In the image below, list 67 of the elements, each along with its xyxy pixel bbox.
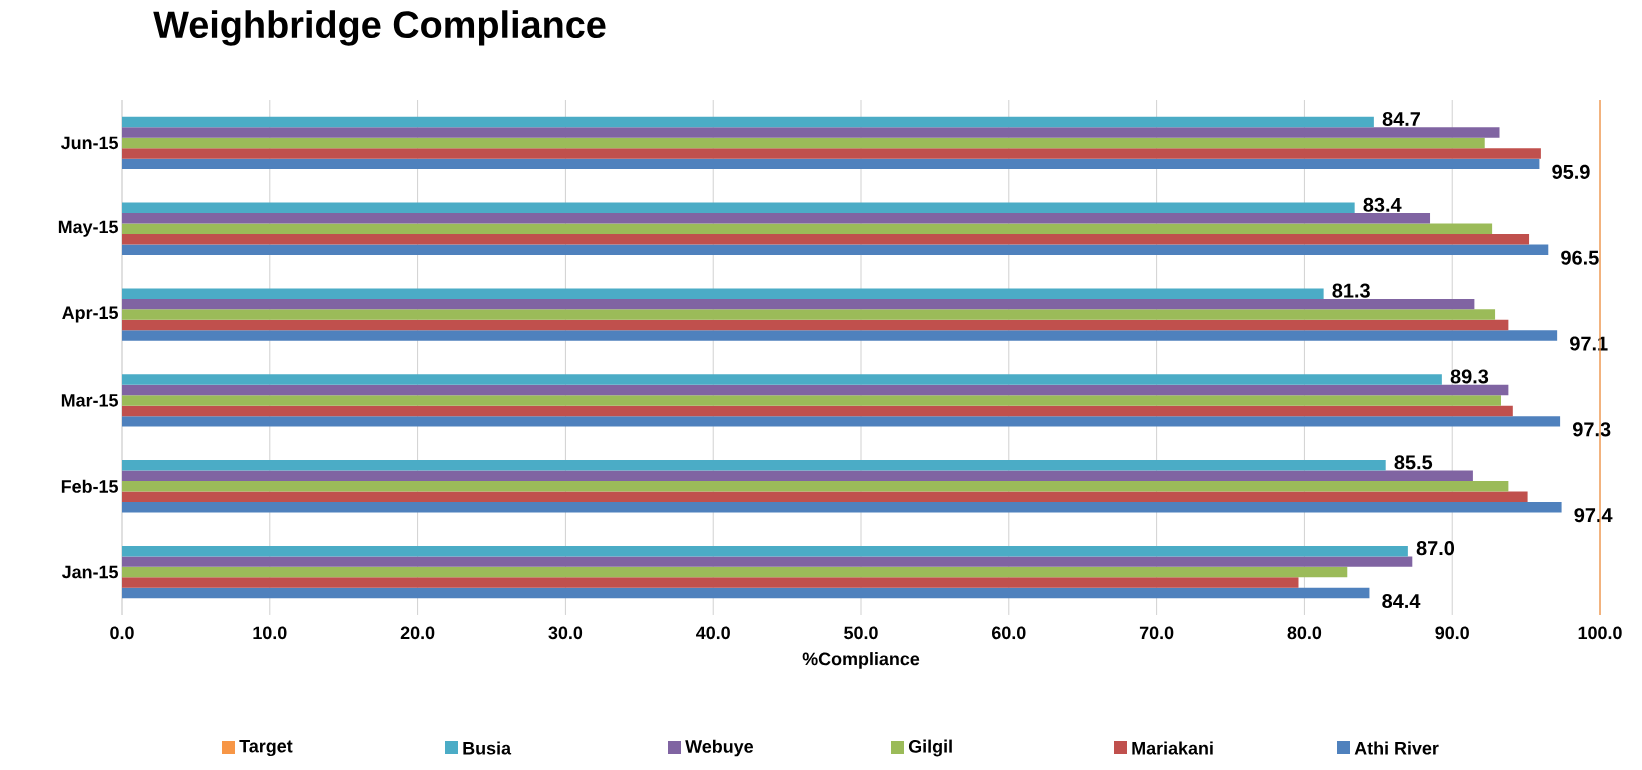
bar	[122, 460, 1386, 471]
x-tick-label: 80.0	[1287, 626, 1322, 640]
x-tick-label: 30.0	[548, 626, 583, 640]
x-tick-label: 60.0	[992, 626, 1026, 640]
x-tick-label: 50.0	[844, 626, 878, 640]
bar	[122, 116, 1374, 128]
y-tick-label: May-15	[58, 220, 118, 237]
x-tick-label: 100.0	[1578, 626, 1622, 640]
data-label: 84.4	[1382, 593, 1421, 609]
bar	[122, 213, 1431, 224]
data-label: 85.5	[1394, 455, 1433, 470]
bar	[122, 384, 1509, 396]
data-label: 97.4	[1574, 508, 1613, 523]
data-label: 96.5	[1561, 250, 1599, 265]
x-tick-label: 90.0	[1435, 626, 1469, 640]
legend-label: Mariakani	[1132, 741, 1213, 755]
legend-label: Target	[239, 739, 293, 757]
bar	[122, 545, 1408, 557]
legend-label: Webuye	[685, 739, 754, 757]
x-tick-label: 40.0	[696, 626, 730, 640]
x-tick-label: 70.0	[1139, 626, 1174, 640]
bar	[122, 223, 1493, 234]
data-label: 84.7	[1382, 111, 1420, 127]
bar	[122, 405, 1513, 417]
x-axis-title: %Compliance	[802, 652, 920, 669]
legend-label: Gilgil	[908, 739, 952, 757]
bar	[122, 330, 1558, 341]
bar	[122, 416, 1561, 427]
y-tick-label: Mar-15	[61, 394, 118, 407]
x-tick-label: 20.0	[400, 626, 435, 640]
bar	[122, 202, 1355, 214]
bar	[122, 127, 1500, 138]
legend-label: Athi River	[1354, 741, 1439, 755]
bar	[122, 395, 1501, 406]
data-label: 83.4	[1363, 197, 1402, 212]
bar	[122, 501, 1562, 513]
bar	[122, 556, 1413, 567]
bar	[122, 244, 1549, 255]
legend-label: Busia	[463, 741, 512, 755]
bar	[122, 309, 1496, 320]
y-tick-label: Jun-15	[60, 136, 118, 150]
x-tick-label: 10.0	[253, 626, 287, 640]
bar	[122, 137, 1485, 149]
bar	[122, 587, 1370, 599]
data-label: 87.0	[1416, 541, 1455, 556]
bar	[122, 491, 1528, 502]
bar	[122, 233, 1530, 245]
data-label: 89.3	[1450, 369, 1489, 384]
y-tick-label: Apr-15	[62, 306, 118, 323]
data-label: 97.1	[1570, 336, 1608, 351]
bar	[122, 288, 1324, 299]
bar	[122, 319, 1509, 331]
chart-title: Weighbridge Compliance	[153, 10, 606, 46]
data-label: 81.3	[1332, 283, 1370, 298]
bar	[122, 566, 1348, 578]
bar	[122, 470, 1473, 482]
data-label: 97.3	[1572, 422, 1611, 437]
y-tick-label: Jan-15	[61, 565, 118, 579]
bar	[122, 298, 1475, 310]
x-tick-label: 0.0	[110, 626, 134, 640]
bar	[122, 577, 1299, 588]
bar	[122, 374, 1442, 385]
bar	[122, 481, 1509, 492]
data-label: 95.9	[1552, 164, 1590, 179]
bar	[122, 158, 1540, 170]
bar	[122, 148, 1541, 159]
y-tick-label: Feb-15	[61, 479, 118, 493]
